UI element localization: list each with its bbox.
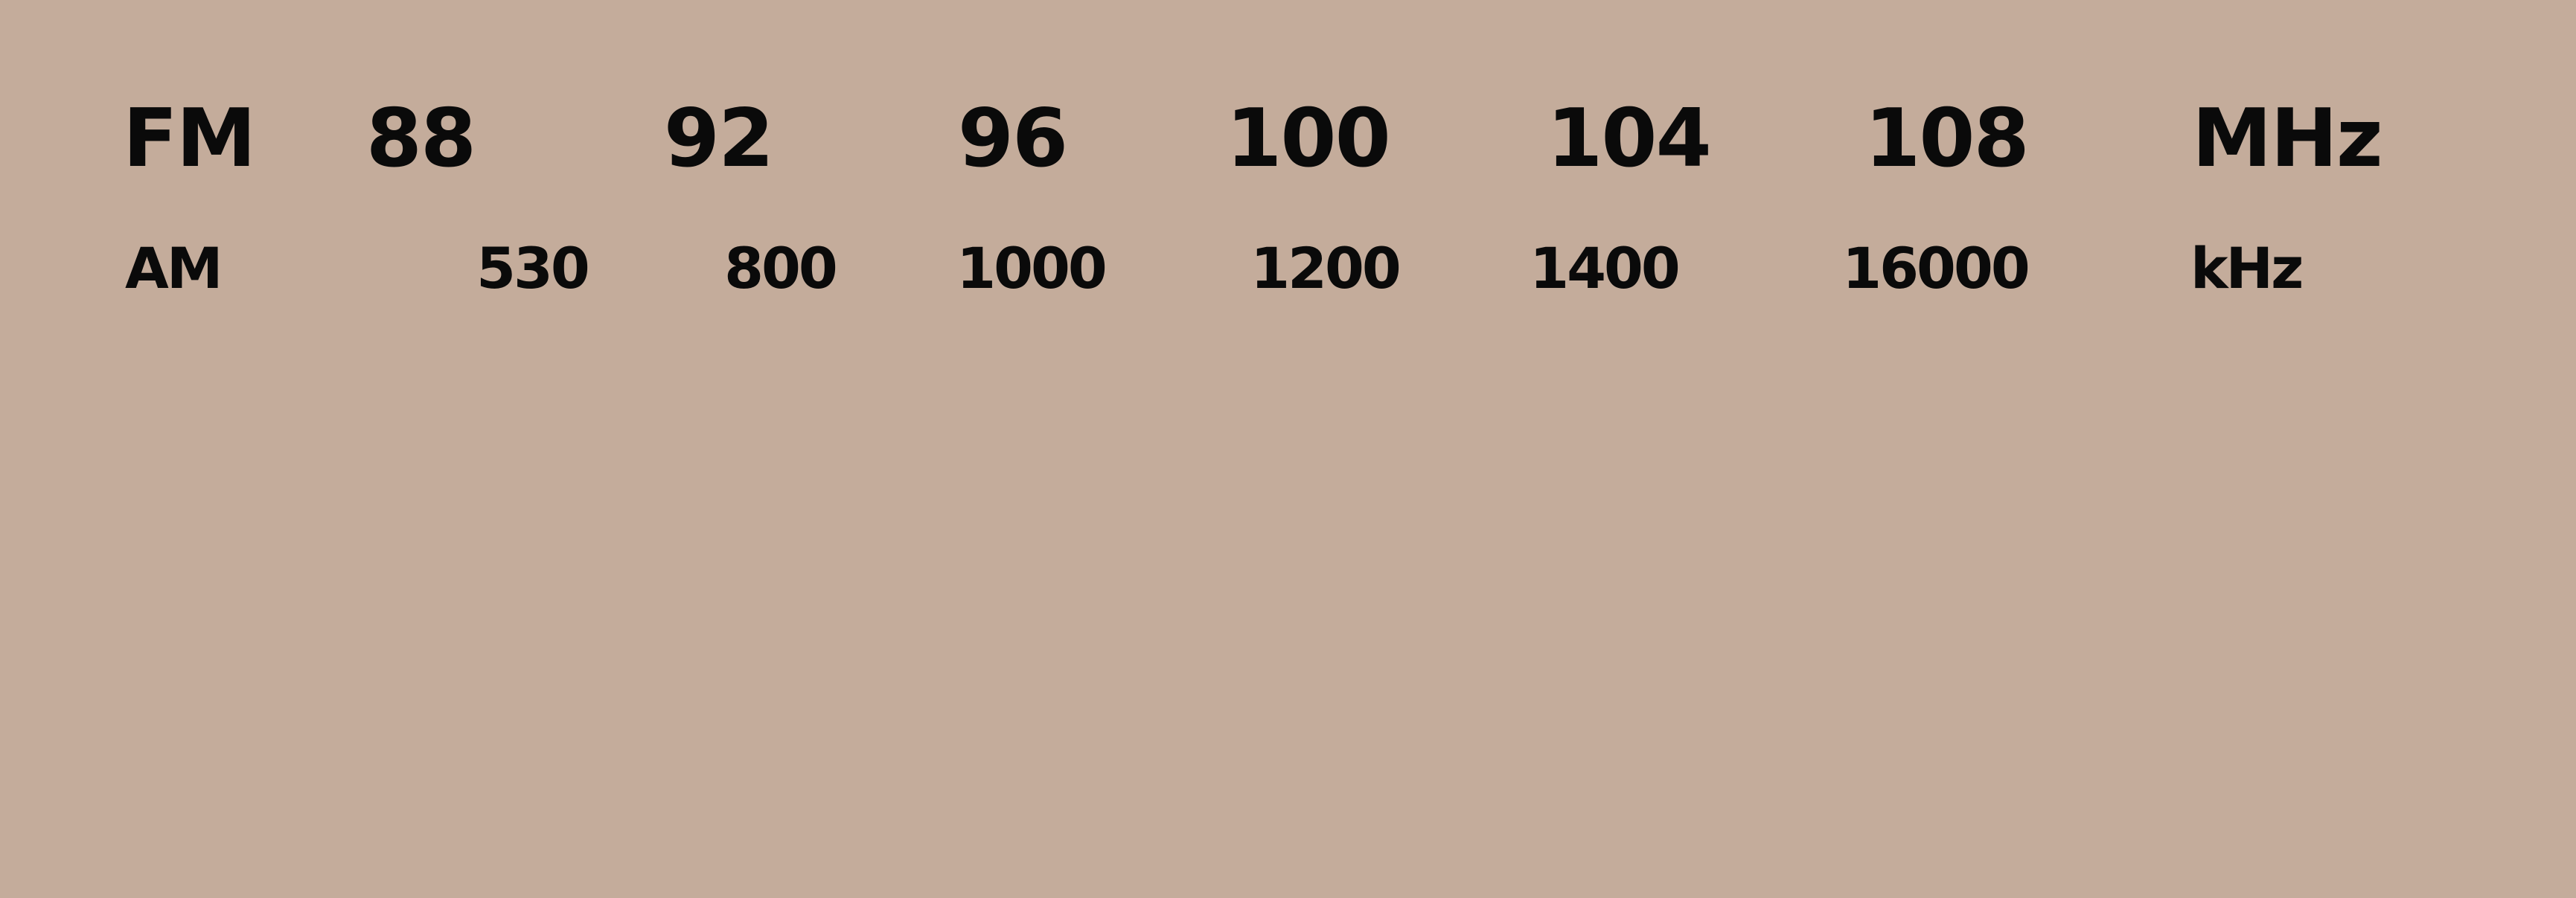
am-band-label: AM [125,235,223,301]
am-tick-label: 16000 [1842,235,2030,301]
fm-tick-label: 96 [957,92,1068,185]
fm-tick-label: 88 [365,92,476,185]
am-tick-label: 800 [724,235,838,301]
am-tick-label: 1200 [1250,235,1402,301]
fm-tick-label: 104 [1547,92,1711,185]
fm-unit-label: MHz [2192,92,2383,185]
am-unit-label: kHz [2190,235,2304,301]
fm-tick-label: 108 [1864,92,2029,185]
fm-tick-label: 100 [1226,92,1390,185]
am-tick-label: 1400 [1530,235,1681,301]
fm-band-label: FM [123,92,256,185]
fm-tick-label: 92 [663,92,774,185]
am-tick-label: 1000 [956,235,1108,301]
am-tick-label: 530 [476,235,590,301]
